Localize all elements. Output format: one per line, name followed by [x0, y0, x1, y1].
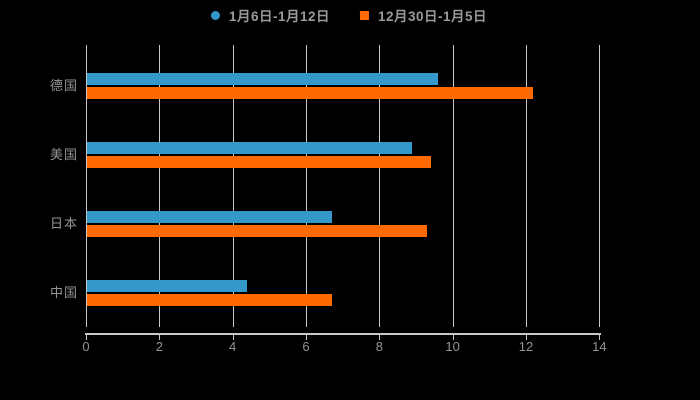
x-gridline-12 — [526, 45, 527, 327]
x-axis-tick-2 — [159, 334, 161, 340]
x-axis-tick-label: 0 — [82, 339, 90, 354]
y-axis-label: 德国 — [49, 78, 78, 93]
x-axis-tick-0 — [86, 334, 87, 340]
x-gridline-10 — [452, 45, 454, 327]
x-gridline-8 — [379, 45, 381, 327]
x-axis-tick-6 — [306, 334, 307, 340]
x-axis-tick-label: 12 — [518, 339, 534, 354]
y-axis-label: 日本 — [49, 216, 78, 231]
x-gridline-2 — [159, 45, 161, 327]
x-axis-tick-label: 6 — [302, 339, 310, 354]
legend-item-week-jan6-jan12[interactable]: 1月6日-1月12日 — [210, 5, 330, 25]
bar-series0-cat0 — [87, 73, 438, 85]
bar-series1-cat3 — [87, 294, 332, 306]
x-axis-tick-8 — [379, 334, 381, 340]
y-axis-label: 中国 — [49, 285, 78, 300]
x-gridline-4 — [232, 45, 234, 327]
x-axis-line — [85, 333, 602, 335]
bar-series0-cat2 — [87, 211, 332, 223]
legend-item-week-dec30-jan5[interactable]: 12月30日-1月5日 — [360, 5, 487, 25]
bar-series1-cat0 — [87, 87, 533, 99]
x-gridline-0 — [86, 45, 87, 327]
x-axis-tick-12 — [526, 334, 527, 340]
x-axis-tick-label: 4 — [229, 339, 237, 354]
y-axis-label: 美国 — [49, 147, 78, 162]
x-gridline-6 — [306, 45, 307, 327]
legend-square-marker-icon — [360, 10, 369, 20]
bar-series1-cat1 — [87, 156, 431, 168]
bar-series0-cat1 — [87, 142, 412, 154]
x-axis-tick-label: 8 — [375, 339, 383, 354]
legend-circle-marker-icon — [210, 10, 220, 20]
x-axis-tick-label: 14 — [592, 339, 607, 354]
x-axis-tick-14 — [599, 334, 601, 340]
x-gridline-14 — [599, 45, 601, 327]
legend-label-series-1: 1月6日-1月12日 — [228, 9, 330, 24]
x-axis-tick-label: 10 — [445, 339, 460, 354]
bar-series0-cat3 — [87, 280, 247, 292]
bar-series1-cat2 — [87, 225, 427, 237]
x-axis-tick-label: 2 — [155, 339, 163, 354]
legend: 1月6日-1月12日 12月30日-1月5日 — [210, 5, 487, 25]
legend-label-series-2: 12月30日-1月5日 — [378, 9, 488, 24]
x-axis-tick-10 — [452, 334, 454, 340]
x-axis-tick-4 — [232, 334, 234, 340]
